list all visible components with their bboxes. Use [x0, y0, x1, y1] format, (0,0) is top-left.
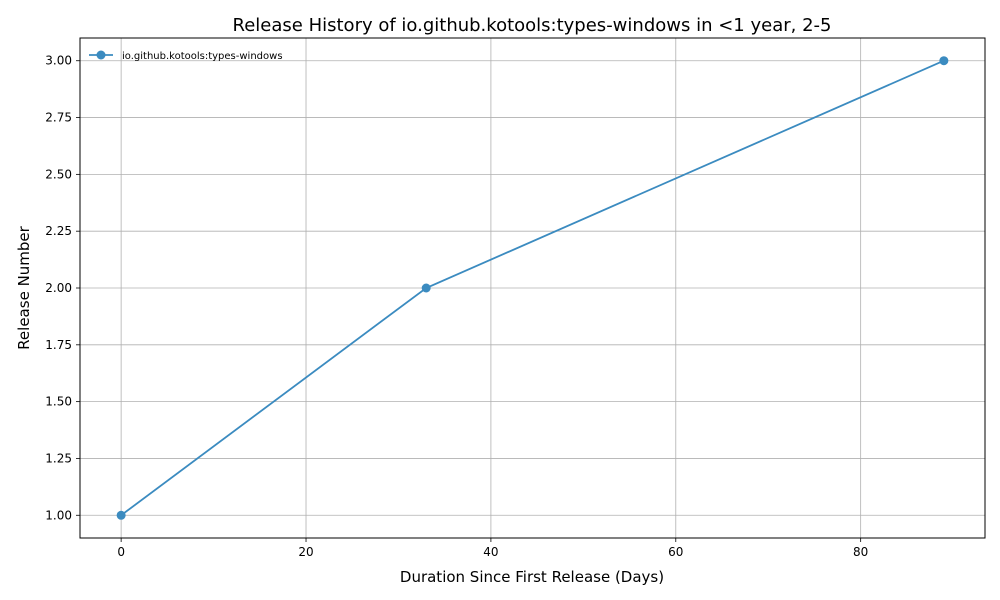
y-tick-label: 2.50: [45, 167, 72, 181]
data-point: [421, 283, 431, 293]
x-tick-label: 80: [853, 545, 868, 559]
legend: io.github.kotools:types-windows: [89, 50, 283, 62]
y-tick-label: 2.25: [45, 224, 72, 238]
y-axis-ticks: 1.00 1.25 1.50 1.75 2.00 2.25 2.50 2.75 3.00: [45, 54, 80, 522]
x-axis-label: Duration Since First Release (Days): [400, 568, 664, 586]
y-axis-label: Release Number: [15, 225, 33, 349]
data-point: [939, 56, 949, 66]
legend-label: io.github.kotools:types-windows: [122, 51, 283, 62]
y-tick-label: 1.50: [45, 395, 72, 409]
data-point: [116, 510, 126, 520]
chart-title: Release History of io.github.kotools:typ…: [233, 15, 832, 36]
y-tick-label: 1.75: [45, 338, 72, 352]
y-tick-label: 1.00: [45, 508, 72, 522]
x-tick-label: 40: [483, 545, 498, 559]
y-tick-label: 2.75: [45, 111, 72, 125]
x-axis-ticks: 0 20 40 60 80: [117, 538, 868, 559]
x-tick-label: 0: [117, 545, 125, 559]
y-tick-label: 2.00: [45, 281, 72, 295]
y-tick-label: 1.25: [45, 451, 72, 465]
x-tick-label: 20: [298, 545, 313, 559]
legend-marker: [96, 50, 106, 60]
grid-lines: [80, 38, 985, 538]
y-tick-label: 3.00: [45, 54, 72, 68]
series-layer: [116, 56, 949, 520]
x-tick-label: 60: [668, 545, 683, 559]
